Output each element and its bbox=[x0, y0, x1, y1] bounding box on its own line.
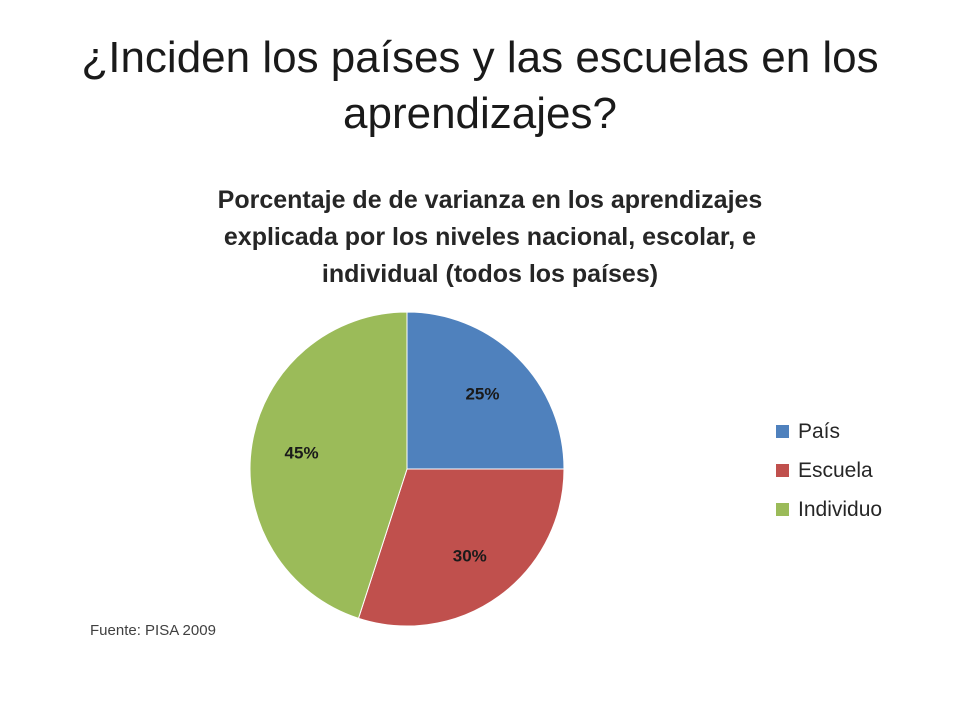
pie-slice-escuela bbox=[357, 468, 565, 627]
legend-label-escuela: Escuela bbox=[798, 458, 873, 482]
legend-swatch-escuela bbox=[776, 464, 789, 477]
legend-item-individuo: Individuo bbox=[776, 490, 882, 529]
pie-slice-pais bbox=[406, 311, 565, 470]
legend-swatch-pais bbox=[776, 425, 789, 438]
legend-item-escuela: Escuela bbox=[776, 451, 882, 490]
pie-slice-individuo bbox=[249, 311, 408, 619]
data-label-individuo: 45% bbox=[285, 443, 319, 462]
data-label-pais: 25% bbox=[465, 385, 499, 404]
source-note: Fuente: PISA 2009 bbox=[90, 622, 216, 639]
slide-title: ¿Inciden los países y las escuelas en lo… bbox=[81, 33, 879, 138]
legend-item-pais: País bbox=[776, 412, 882, 451]
legend-swatch-individuo bbox=[776, 503, 789, 516]
chart-legend: País Escuela Individuo bbox=[776, 412, 882, 529]
legend-label-pais: País bbox=[798, 419, 841, 443]
legend-label-individuo: Individuo bbox=[798, 497, 883, 521]
chart-title: Porcentaje de de varianza en los aprendi… bbox=[217, 186, 763, 288]
data-label-escuela: 30% bbox=[453, 546, 487, 565]
